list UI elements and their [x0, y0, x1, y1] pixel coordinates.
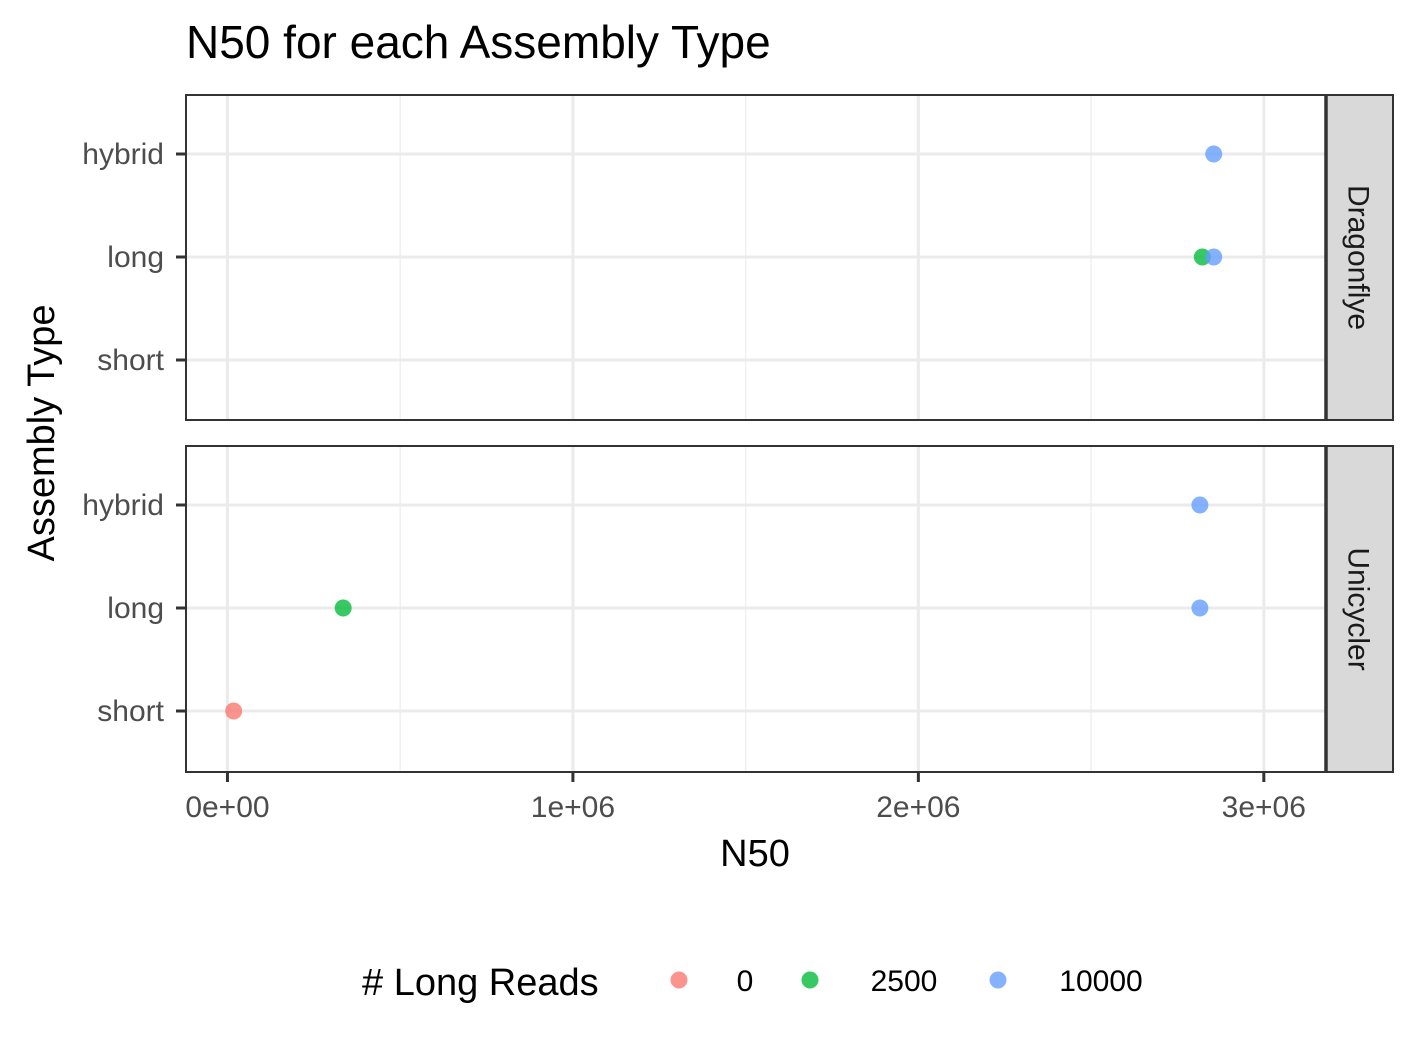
y-axis-title: Assembly Type: [21, 305, 63, 562]
y-tick-label: short: [97, 695, 164, 728]
legend-key: [670, 971, 688, 989]
legend: # Long Reads 0 2500 10000: [362, 962, 1143, 1004]
y-tick-label: short: [97, 344, 164, 377]
x-tick-label: 0e+00: [185, 791, 269, 824]
legend-key: [989, 971, 1007, 989]
legend-label: 10000: [1059, 965, 1142, 998]
y-tick-label: hybrid: [82, 138, 164, 171]
data-point: [1205, 248, 1223, 266]
facet-strip-label: Dragonflye: [1342, 185, 1375, 330]
y-tick-label: long: [107, 592, 164, 625]
x-axis-title: N50: [720, 833, 790, 875]
y-tick-label: hybrid: [82, 489, 164, 522]
data-point: [1191, 496, 1209, 514]
data-point: [1205, 145, 1223, 163]
facet-panel-dragonflye: hybrid long short Dragonflye: [82, 94, 1394, 421]
facet-strip: [1325, 94, 1394, 421]
facet-panel-unicycler: hybrid long short Unicycler: [82, 445, 1394, 773]
legend-label: 2500: [871, 965, 938, 998]
legend-title: # Long Reads: [362, 962, 599, 1004]
legend-label: 0: [737, 965, 754, 998]
data-point: [225, 702, 243, 720]
x-tick-label: 1e+06: [531, 791, 615, 824]
chart-title: N50 for each Assembly Type: [186, 16, 771, 68]
facet-strip-label: Unicycler: [1342, 547, 1375, 670]
x-tick-label: 2e+06: [876, 791, 960, 824]
x-tick-label: 3e+06: [1222, 791, 1306, 824]
panels: hybrid long short Dragonflye hybrid long short…: [82, 94, 1394, 824]
data-point: [1191, 599, 1209, 617]
legend-key: [801, 971, 819, 989]
y-tick-label: long: [107, 241, 164, 274]
data-point: [334, 599, 352, 617]
